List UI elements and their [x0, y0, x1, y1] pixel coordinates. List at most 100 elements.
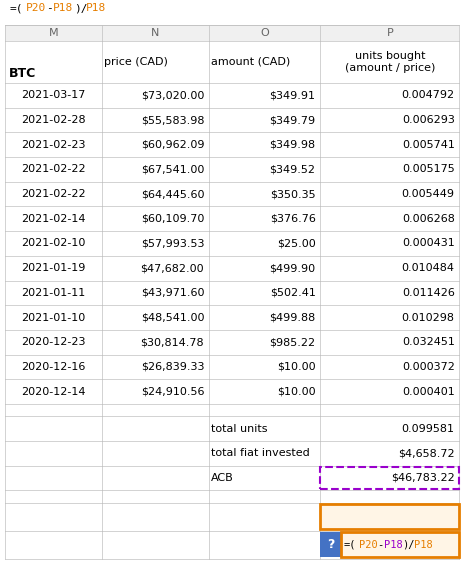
Bar — [102, 330, 208, 355]
Bar — [5, 305, 102, 330]
Text: 2021-03-17: 2021-03-17 — [21, 90, 85, 100]
Text: 0.099581: 0.099581 — [401, 424, 454, 434]
Text: 2021-01-11: 2021-01-11 — [21, 288, 85, 298]
Bar — [5, 182, 102, 206]
Bar — [102, 231, 208, 256]
Text: $64,445.60: $64,445.60 — [140, 189, 204, 199]
Text: 0.004792: 0.004792 — [401, 90, 454, 100]
Bar — [102, 132, 208, 157]
Bar — [5, 416, 102, 441]
Text: )/: )/ — [401, 540, 414, 550]
Text: $73,020.00: $73,020.00 — [140, 90, 204, 100]
Bar — [319, 25, 458, 66]
Bar — [208, 256, 319, 280]
Text: $349.52: $349.52 — [269, 164, 315, 174]
Bar — [208, 25, 319, 66]
Bar — [102, 355, 208, 379]
Bar — [319, 330, 458, 355]
Text: $55,583.98: $55,583.98 — [140, 115, 204, 125]
Bar — [319, 157, 458, 182]
Bar — [208, 441, 319, 466]
Bar — [102, 416, 208, 441]
Text: -: - — [46, 3, 53, 13]
Text: 0.000401: 0.000401 — [401, 387, 454, 397]
Bar — [319, 132, 458, 157]
Bar — [319, 305, 458, 330]
Text: amount (CAD): amount (CAD) — [211, 57, 290, 67]
Bar — [102, 108, 208, 132]
Text: $376.76: $376.76 — [269, 214, 315, 224]
Bar — [208, 355, 319, 379]
Bar — [5, 379, 102, 404]
Text: 0.010484: 0.010484 — [401, 263, 454, 273]
Bar — [5, 503, 102, 531]
Bar — [5, 25, 102, 66]
Text: 0.000431: 0.000431 — [401, 238, 454, 249]
Text: N: N — [151, 28, 159, 38]
Text: 2020-12-14: 2020-12-14 — [21, 387, 86, 397]
Text: 2021-01-10: 2021-01-10 — [21, 312, 85, 323]
Bar — [5, 157, 102, 182]
Text: 2021-01-19: 2021-01-19 — [21, 263, 85, 273]
Bar — [102, 41, 208, 83]
Text: 0.005741: 0.005741 — [401, 140, 454, 150]
Bar — [5, 108, 102, 132]
Bar — [208, 132, 319, 157]
Text: 0.005175: 0.005175 — [401, 164, 454, 174]
Bar — [319, 108, 458, 132]
Text: 0.032451: 0.032451 — [401, 337, 454, 347]
Bar — [5, 441, 102, 466]
Text: P18: P18 — [86, 3, 106, 13]
Text: )/: )/ — [74, 3, 88, 13]
FancyBboxPatch shape — [340, 532, 458, 557]
Bar — [208, 206, 319, 231]
Bar — [102, 256, 208, 280]
Bar — [102, 182, 208, 206]
Text: $25.00: $25.00 — [276, 238, 315, 249]
Text: 0.011426: 0.011426 — [401, 288, 454, 298]
Bar — [208, 41, 319, 83]
Bar — [5, 206, 102, 231]
Text: P18: P18 — [413, 540, 432, 550]
Bar — [319, 441, 458, 466]
Text: 2020-12-23: 2020-12-23 — [21, 337, 86, 347]
Text: P18: P18 — [53, 3, 74, 13]
Bar — [319, 182, 458, 206]
Bar — [208, 466, 319, 490]
Bar — [5, 256, 102, 280]
Text: M: M — [49, 28, 58, 38]
Bar — [319, 531, 458, 559]
Bar — [5, 490, 102, 503]
Text: $502.41: $502.41 — [269, 288, 315, 298]
Text: 2021-02-28: 2021-02-28 — [21, 115, 86, 125]
Bar — [319, 379, 458, 404]
Text: 2021-02-22: 2021-02-22 — [21, 164, 86, 174]
Text: O: O — [260, 28, 268, 38]
Bar — [5, 404, 102, 416]
Bar — [102, 441, 208, 466]
Text: 2021-02-22: 2021-02-22 — [21, 189, 86, 199]
Bar — [5, 83, 102, 108]
Bar — [5, 41, 102, 83]
Text: $350.35: $350.35 — [269, 189, 315, 199]
FancyBboxPatch shape — [319, 504, 458, 529]
Bar — [319, 41, 458, 83]
Bar — [208, 157, 319, 182]
Bar — [208, 503, 319, 531]
Text: 0.006293: 0.006293 — [401, 115, 454, 125]
Text: total fiat invested: total fiat invested — [211, 448, 309, 458]
Text: ?: ? — [326, 538, 333, 551]
Text: $499.90: $499.90 — [269, 263, 315, 273]
Bar — [102, 280, 208, 305]
Text: $30,814.78: $30,814.78 — [140, 337, 204, 347]
Bar — [319, 404, 458, 416]
Text: $24,910.56: $24,910.56 — [140, 387, 204, 397]
Text: $67,541.00: $67,541.00 — [140, 164, 204, 174]
Text: $60,962.09: $60,962.09 — [140, 140, 204, 150]
Text: $43,971.60: $43,971.60 — [140, 288, 204, 298]
Bar — [208, 531, 319, 559]
Bar — [102, 490, 208, 503]
Bar — [319, 256, 458, 280]
Text: $10.00: $10.00 — [276, 362, 315, 372]
Bar — [319, 416, 458, 441]
